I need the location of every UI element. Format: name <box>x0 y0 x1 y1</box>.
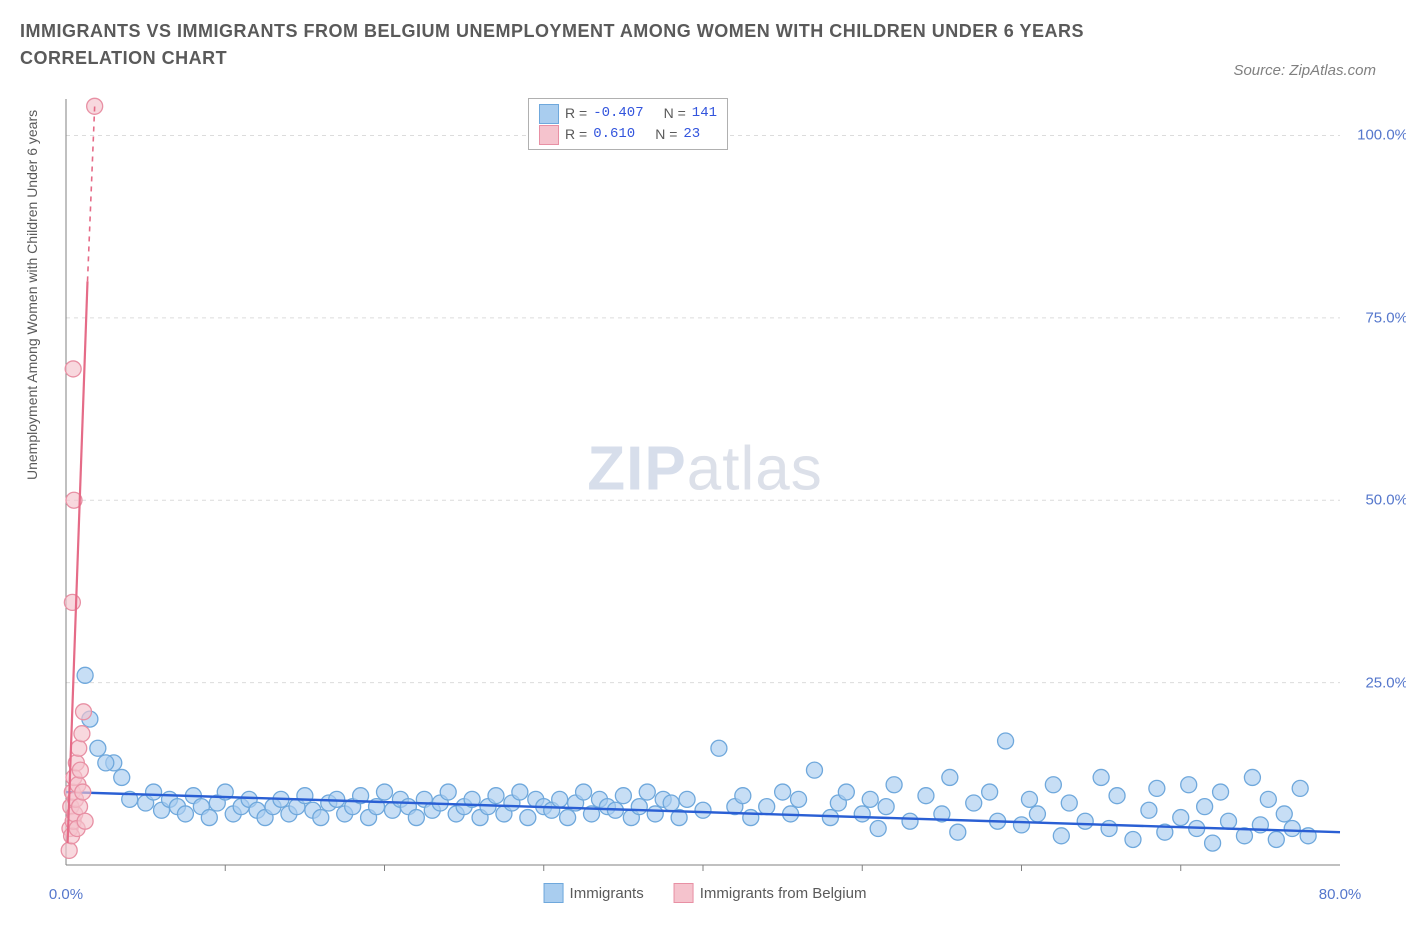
legend-series-label: Immigrants <box>570 885 644 902</box>
x-tick-label: 0.0% <box>49 886 83 903</box>
legend-stats-row: R = 0.610 N = 23 <box>539 124 717 145</box>
chart-area: ZIPatlas R =-0.407N =141R = 0.610N = 23 … <box>60 95 1350 875</box>
y-tick-label: 50.0% <box>1365 492 1406 509</box>
legend-series: Immigrants Immigrants from Belgium <box>544 883 867 903</box>
legend-n-value: 141 <box>692 103 717 124</box>
legend-stats: R = -0.407 N = 141 R = 0.610 N = 23 <box>528 98 728 150</box>
legend-swatch <box>539 125 559 145</box>
x-tick-label: 80.0% <box>1319 886 1362 903</box>
legend-n-value: 23 <box>683 124 700 145</box>
legend-swatch <box>674 883 694 903</box>
scatter-plot <box>60 95 1350 875</box>
source-attribution: Source: ZipAtlas.com <box>1233 62 1376 79</box>
legend-r-label: R = <box>565 103 587 124</box>
legend-swatch <box>544 883 564 903</box>
legend-stats-row: R = -0.407 N = 141 <box>539 103 717 124</box>
y-axis-label: Unemployment Among Women with Children U… <box>24 110 40 480</box>
y-tick-label: 100.0% <box>1357 127 1406 144</box>
y-tick-label: 75.0% <box>1365 309 1406 326</box>
y-tick-label: 25.0% <box>1365 674 1406 691</box>
legend-r-value: -0.407 <box>593 103 643 124</box>
legend-series-item: Immigrants from Belgium <box>674 883 867 903</box>
legend-swatch <box>539 104 559 124</box>
legend-series-item: Immigrants <box>544 883 644 903</box>
legend-r-label: R = <box>565 124 587 145</box>
legend-series-label: Immigrants from Belgium <box>700 885 867 902</box>
legend-r-value: 0.610 <box>593 124 635 145</box>
legend-n-label: N = <box>664 103 686 124</box>
legend-n-label: N = <box>655 124 677 145</box>
chart-title: IMMIGRANTS VS IMMIGRANTS FROM BELGIUM UN… <box>20 18 1120 72</box>
